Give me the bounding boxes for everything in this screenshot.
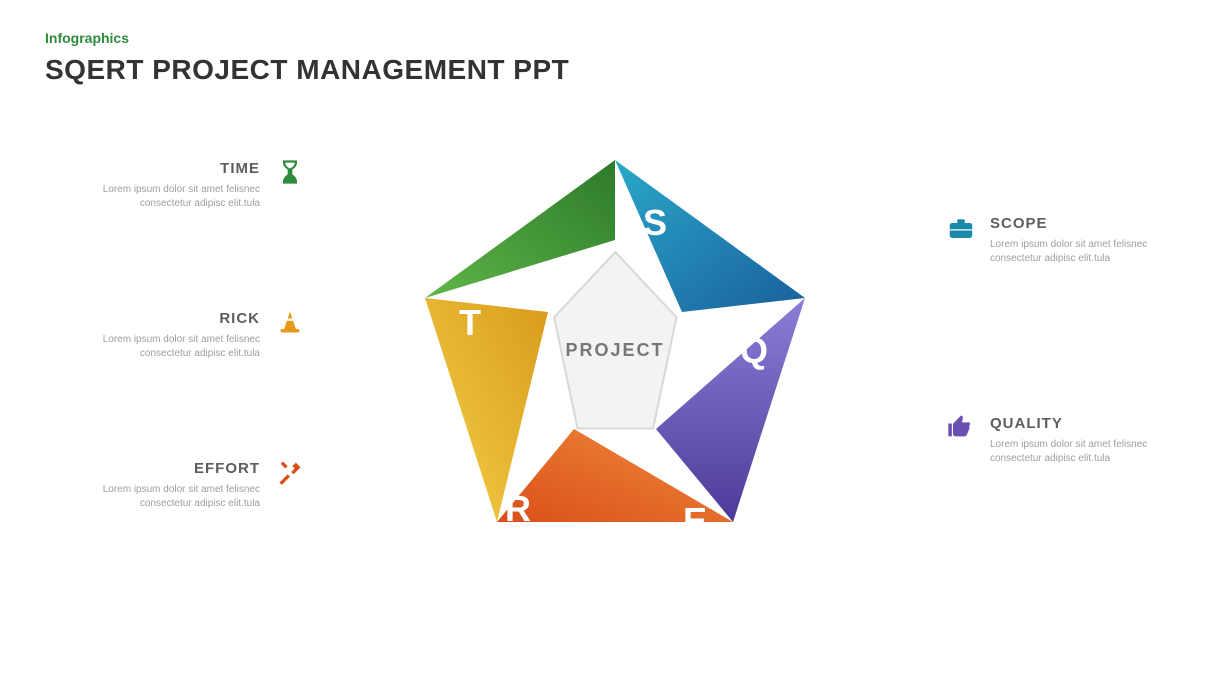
callout-effort-desc: Lorem ipsum dolor sit amet felisnec cons… — [70, 483, 260, 511]
center-label: PROJECT — [565, 340, 665, 361]
callout-quality: QUALITY Lorem ipsum dolor sit amet felis… — [940, 415, 1180, 466]
segment-t — [425, 160, 615, 298]
callout-scope: SCOPE Lorem ipsum dolor sit amet felisne… — [940, 215, 1180, 266]
thumb-icon — [946, 413, 978, 445]
callout-time-label: TIME — [70, 160, 260, 177]
callout-rick-label: RICK — [70, 310, 260, 327]
letter-t: T — [459, 302, 481, 344]
page-title: SQERT PROJECT MANAGEMENT PPT — [45, 54, 569, 86]
callout-time: TIME Lorem ipsum dolor sit amet felisnec… — [70, 160, 310, 211]
briefcase-icon — [946, 213, 978, 245]
tools-icon — [272, 458, 304, 490]
callout-quality-desc: Lorem ipsum dolor sit amet felisnec cons… — [990, 438, 1180, 466]
callout-scope-desc: Lorem ipsum dolor sit amet felisnec cons… — [990, 238, 1180, 266]
category-label: Infographics — [45, 30, 569, 46]
pentagon-diagram: S Q E R T PROJECT — [395, 140, 835, 580]
header: Infographics SQERT PROJECT MANAGEMENT PP… — [45, 30, 569, 86]
callout-effort: EFFORT Lorem ipsum dolor sit amet felisn… — [70, 460, 310, 511]
letter-s: S — [643, 202, 667, 244]
cone-icon — [272, 308, 304, 340]
callout-scope-label: SCOPE — [990, 215, 1180, 232]
hourglass-icon — [272, 158, 304, 190]
callout-effort-label: EFFORT — [70, 460, 260, 477]
letter-q: Q — [740, 330, 768, 372]
segment-q — [656, 298, 805, 522]
callout-quality-label: QUALITY — [990, 415, 1180, 432]
letter-r: R — [505, 488, 531, 530]
callout-rick-desc: Lorem ipsum dolor sit amet felisnec cons… — [70, 333, 260, 361]
callout-rick: RICK Lorem ipsum dolor sit amet felisnec… — [70, 310, 310, 361]
callout-time-desc: Lorem ipsum dolor sit amet felisnec cons… — [70, 183, 260, 211]
letter-e: E — [683, 500, 707, 542]
